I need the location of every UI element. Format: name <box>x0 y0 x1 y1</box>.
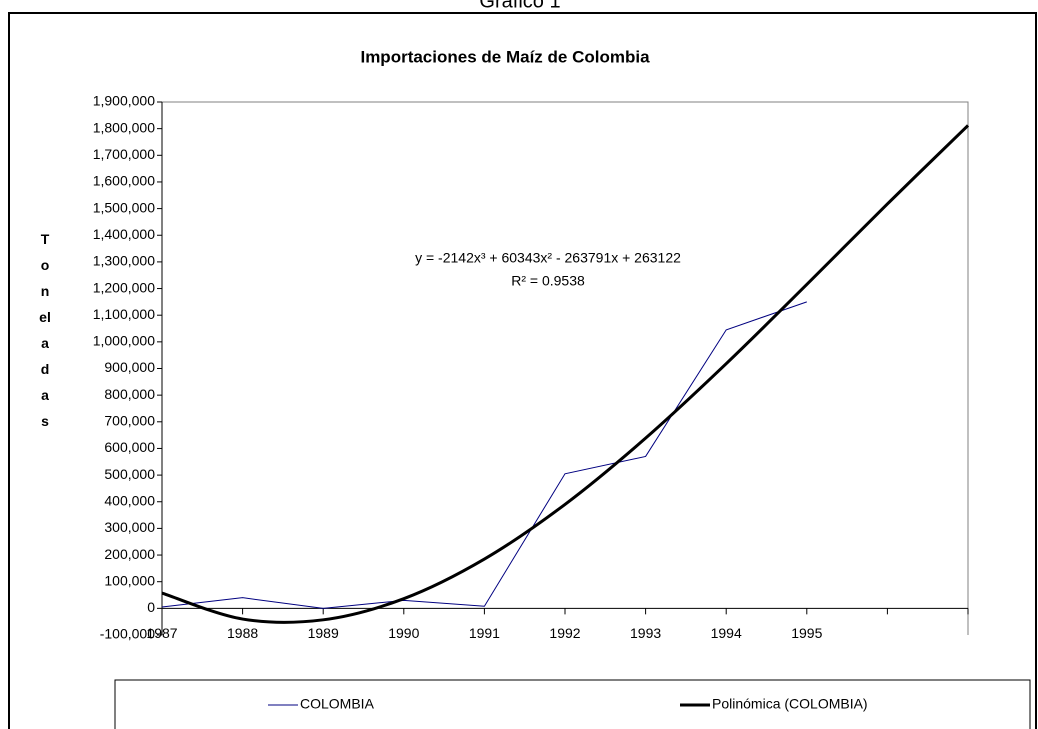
x-tick-label: 1988 <box>227 625 258 641</box>
x-tick-label: 1994 <box>711 625 742 641</box>
legend-label: COLOMBIA <box>300 696 375 712</box>
equation: y = -2142x³ + 60343x² - 263791x + 263122 <box>415 250 681 266</box>
y-tick-label: 1,100,000 <box>93 306 155 322</box>
plot-border <box>162 101 969 635</box>
y-tick-label: -100,000 <box>100 626 155 642</box>
y-tick-label: 900,000 <box>104 359 155 375</box>
y-tick-label: 1,800,000 <box>93 119 155 135</box>
y-tick-label: 500,000 <box>104 466 155 482</box>
y-tick-label: 800,000 <box>104 386 155 402</box>
y-tick-label: 1,300,000 <box>93 253 155 269</box>
x-tick-label: 1991 <box>469 625 500 641</box>
y-tick-label: 1,900,000 <box>93 93 155 109</box>
y-tick-label: 100,000 <box>104 572 155 588</box>
legend-box <box>114 679 1031 729</box>
y-tick-label: 600,000 <box>104 439 155 455</box>
chart-title: Importaciones de Maíz de Colombia <box>360 47 650 66</box>
x-tick-label: 1990 <box>388 625 419 641</box>
x-tick-label: 1995 <box>791 625 822 641</box>
legend-label: Polinómica (COLOMBIA) <box>712 696 868 712</box>
y-tick-label: 1,400,000 <box>93 226 155 242</box>
y-tick-label: 400,000 <box>104 492 155 508</box>
r-squared: R² = 0.9538 <box>511 273 585 289</box>
y-tick-label: 0 <box>147 599 155 615</box>
page-title: Gráfico 1 <box>479 0 560 12</box>
y-tick-label: 1,600,000 <box>93 173 155 189</box>
y-tick-label: 1,200,000 <box>93 279 155 295</box>
x-tick-label: 1993 <box>630 625 661 641</box>
y-tick-label: 1,500,000 <box>93 199 155 215</box>
x-tick-label: 1992 <box>549 625 580 641</box>
y-tick-label: 1,000,000 <box>93 333 155 349</box>
y-tick-label: 700,000 <box>104 413 155 429</box>
y-tick-label: 1,700,000 <box>93 146 155 162</box>
frame <box>8 12 1037 729</box>
y-axis-label: Toneladas <box>39 231 51 429</box>
series-line <box>161 124 970 624</box>
series-line <box>161 301 807 609</box>
y-tick-label: 300,000 <box>104 519 155 535</box>
x-tick-label: 1987 <box>146 625 177 641</box>
y-tick-label: 200,000 <box>104 546 155 562</box>
x-tick-label: 1989 <box>308 625 339 641</box>
